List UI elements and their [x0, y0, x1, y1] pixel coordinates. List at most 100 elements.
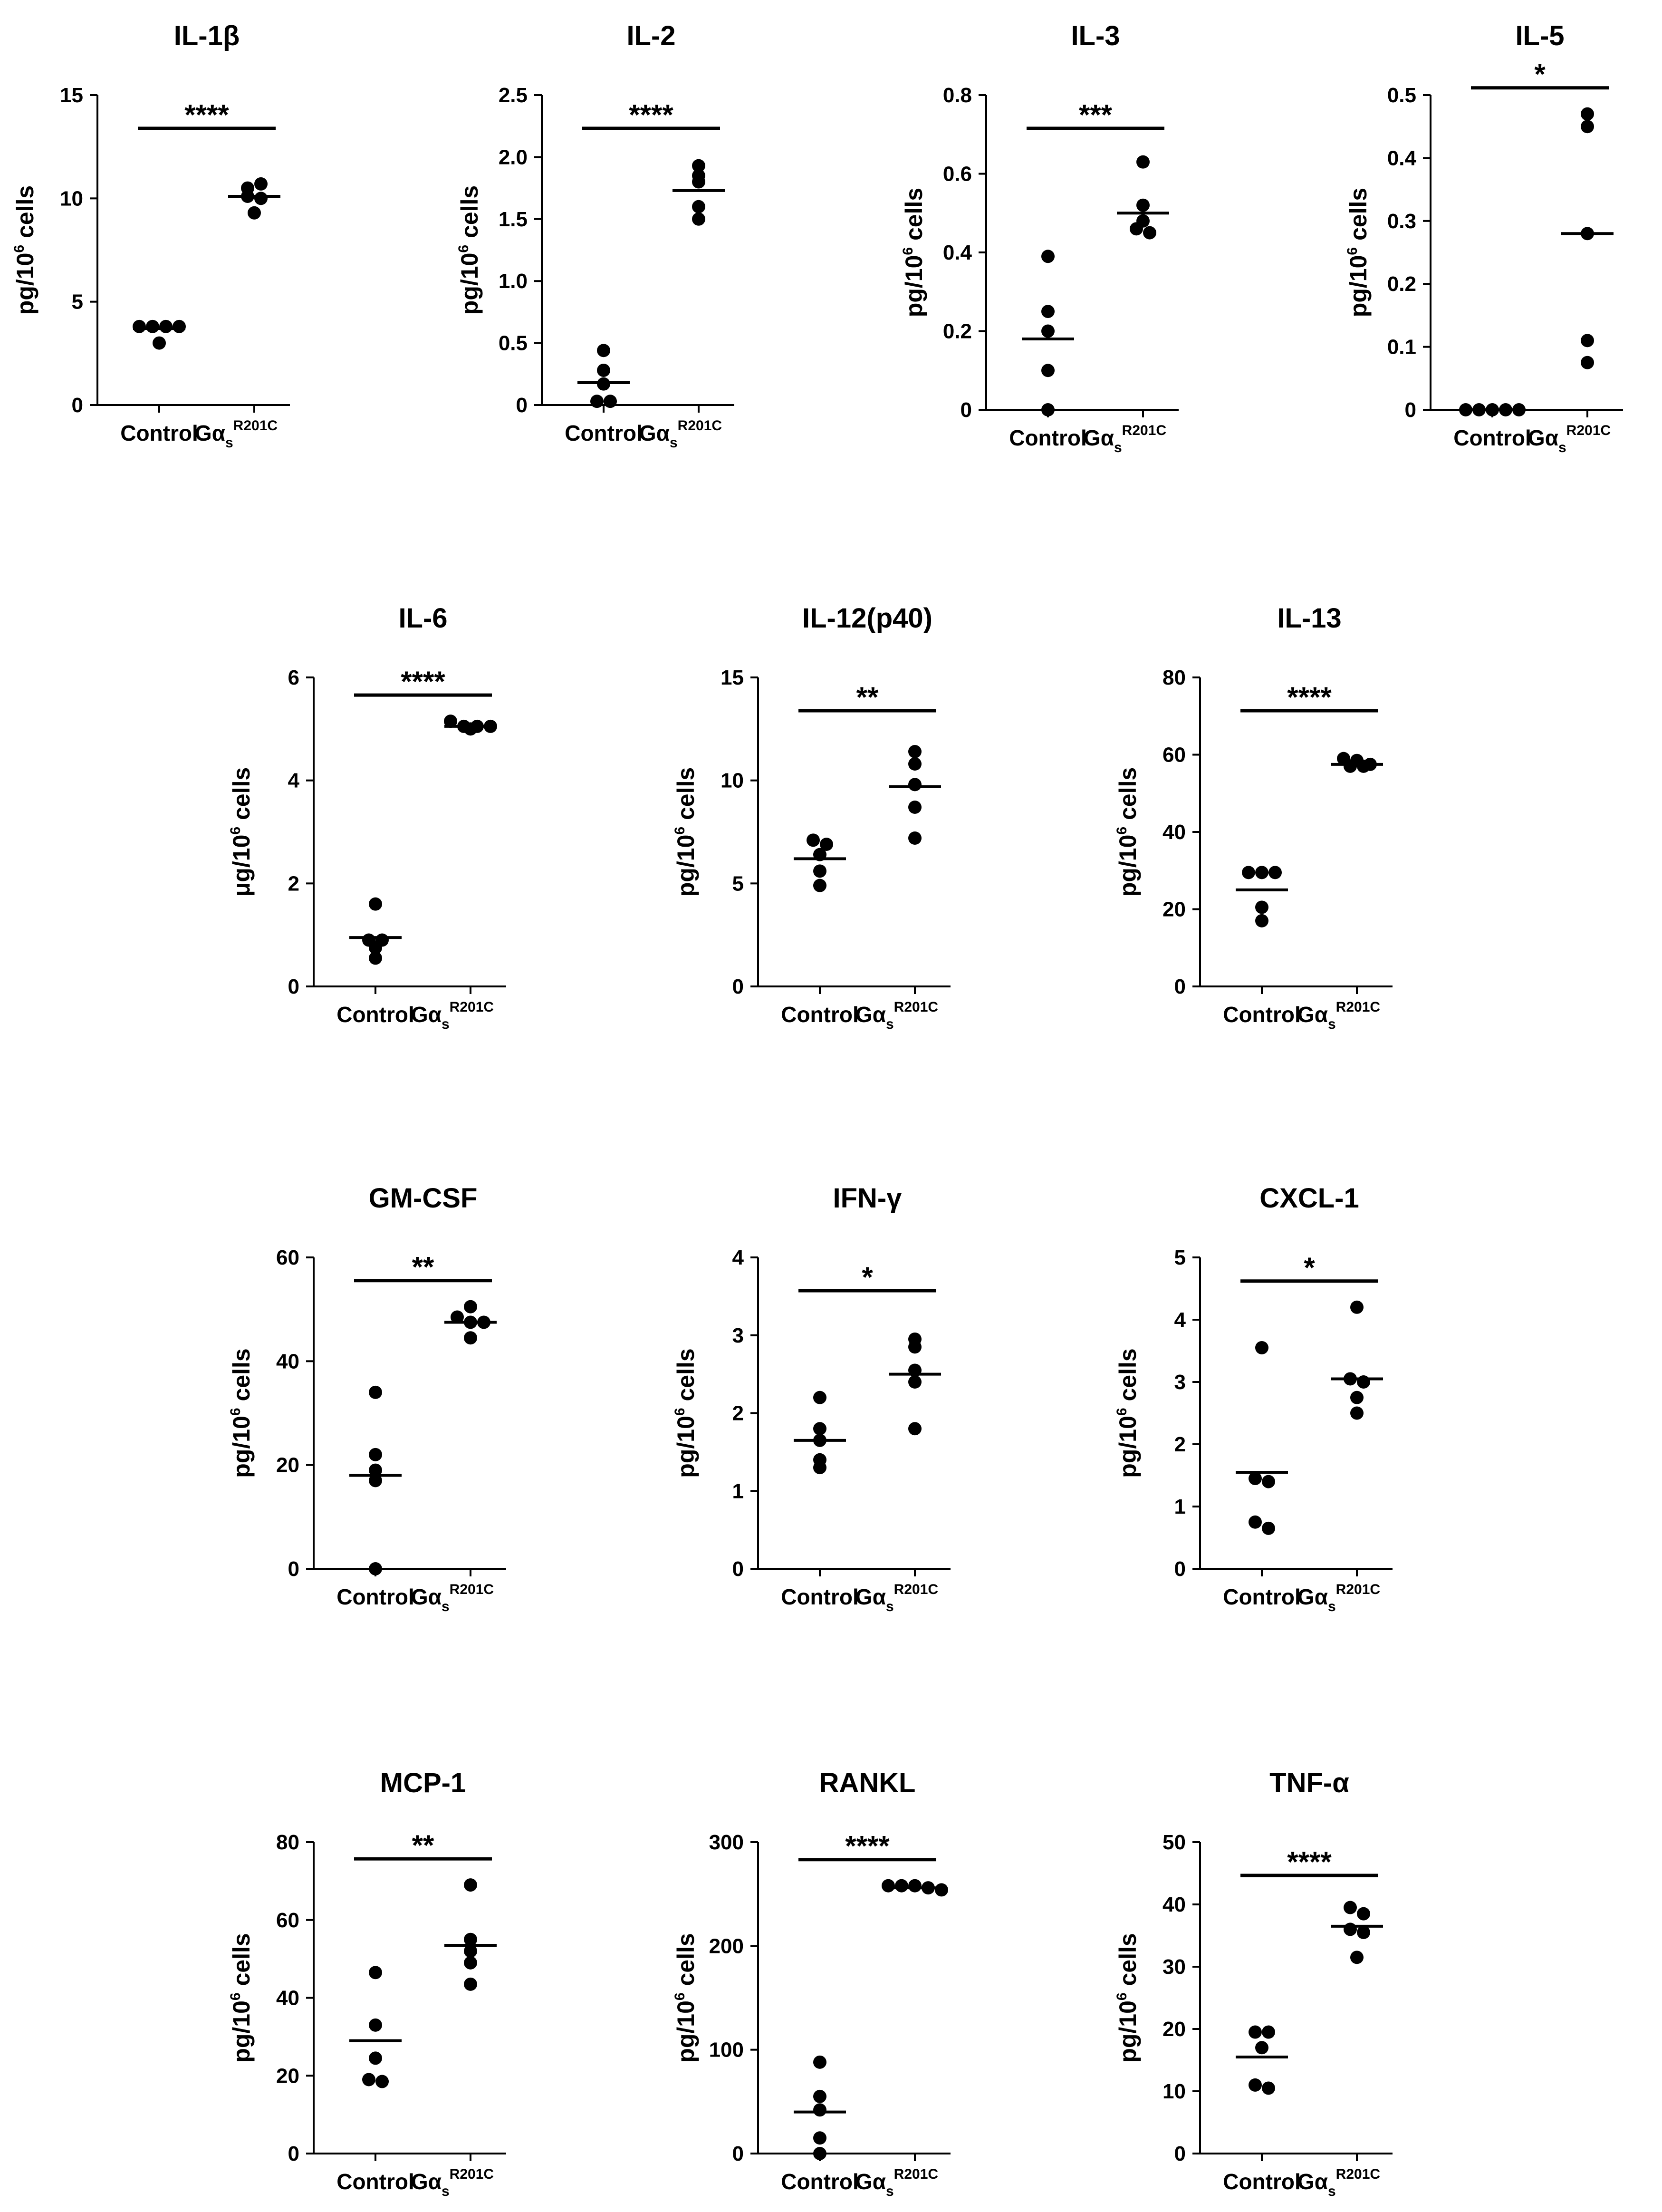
data-point-mutant — [692, 175, 705, 189]
y-axis-label-tail: cells — [1114, 1348, 1141, 1408]
category-label-control: Control — [1223, 1002, 1301, 1027]
data-point-control — [369, 897, 382, 911]
y-axis-label-exponent: 6 — [1114, 827, 1130, 835]
data-point-control — [813, 1433, 826, 1447]
mutant-label-base: Gα — [411, 2169, 442, 2194]
data-point-control — [173, 319, 186, 333]
y-axis-label: pg/106 cells — [672, 767, 699, 897]
data-point-control — [1255, 866, 1268, 879]
data-point-control — [1255, 1341, 1268, 1354]
mutant-label-base: Gα — [1084, 425, 1114, 450]
data-point-control — [590, 395, 604, 408]
data-point-mutant — [464, 1878, 477, 1892]
y-axis-label: pg/106 cells — [228, 1348, 255, 1478]
y-tick-label: 0.4 — [943, 241, 972, 264]
data-point-control — [1041, 250, 1055, 263]
y-axis-label: pg/106 cells — [1114, 1933, 1141, 2062]
y-axis-label-tail: cells — [672, 1348, 699, 1408]
y-axis-label-unit: pg/10 — [672, 1416, 699, 1478]
data-point-mutant — [444, 715, 457, 728]
y-tick-label: 20 — [1162, 898, 1186, 921]
data-point-control — [1041, 324, 1055, 338]
data-point-control — [1242, 866, 1255, 879]
data-point-mutant — [1344, 759, 1357, 773]
significance-stars: *** — [1079, 99, 1113, 131]
data-point-control — [369, 1562, 382, 1575]
panel-title: IL-6 — [398, 603, 447, 634]
panel-il-12-p40-: IL-12(p40) 0 5 10 15 pg/106 cells ControlGαsR2… — [672, 603, 951, 1032]
y-tick-label: 20 — [276, 2064, 299, 2087]
data-point-mutant — [1581, 334, 1594, 348]
y-tick-label: 0.2 — [943, 320, 972, 343]
panel-title: TNF-α — [1269, 1768, 1349, 1798]
y-axis-label-exponent: 6 — [228, 1992, 243, 2000]
category-label-control: Control — [1453, 425, 1531, 450]
y-axis-label-unit: pg/10 — [901, 255, 927, 318]
data-point-mutant — [477, 1315, 490, 1329]
mutant-label-superscript: R201C — [1566, 423, 1611, 438]
data-point-mutant — [464, 1932, 477, 1946]
data-point-control — [375, 2075, 389, 2088]
y-axis-label-exponent: 6 — [672, 1408, 688, 1416]
panel-title: IL-2 — [626, 20, 675, 51]
data-point-control — [597, 344, 610, 357]
data-point-mutant — [451, 1310, 464, 1324]
y-axis-label-tail: cells — [1114, 767, 1141, 827]
y-tick-label: 300 — [709, 1831, 744, 1854]
y-axis-label-unit: μg/10 — [228, 835, 255, 897]
data-point-control — [1249, 2078, 1262, 2092]
y-axis-label-unit: pg/10 — [456, 253, 483, 315]
y-axis-label-exponent: 6 — [1114, 1992, 1130, 2000]
data-point-mutant — [908, 1422, 922, 1436]
y-axis-label-exponent: 6 — [1345, 247, 1360, 255]
y-tick-label: 0 — [288, 975, 299, 998]
y-axis-label-exponent: 6 — [672, 827, 688, 835]
y-tick-label: 4 — [732, 1246, 744, 1269]
y-tick-label: 2 — [732, 1402, 744, 1425]
data-point-mutant — [1350, 1300, 1364, 1314]
data-point-control — [813, 1422, 826, 1436]
y-tick-label: 4 — [1174, 1308, 1186, 1332]
panel-il-3: IL-3 0 0.2 0.4 0.6 0.8 pg/106 cells ControlGαsR… — [900, 20, 1179, 455]
y-tick-label: 80 — [276, 1831, 299, 1854]
y-axis-label-unit: pg/10 — [228, 2000, 255, 2063]
data-point-control — [1262, 2081, 1275, 2095]
mutant-label-superscript: R201C — [894, 1582, 938, 1597]
y-tick-label: 2.0 — [499, 145, 528, 169]
mutant-label-subscript: s — [1558, 440, 1566, 455]
y-axis-label: pg/106 cells — [672, 1933, 699, 2062]
y-axis-label-unit: pg/10 — [1345, 255, 1372, 318]
mutant-label-superscript: R201C — [1336, 2166, 1380, 2182]
y-axis-label-exponent: 6 — [1114, 1408, 1130, 1416]
y-axis-label-tail: cells — [228, 767, 255, 827]
significance-stars: **** — [1287, 681, 1332, 713]
y-tick-label: 0 — [1174, 2142, 1186, 2165]
data-point-mutant — [1357, 759, 1370, 773]
panel-title: GM-CSF — [369, 1183, 478, 1214]
panel-gm-csf: GM-CSF 0 20 40 60 pg/106 cells ControlGαsR201C… — [228, 1183, 506, 1614]
significance-stars: * — [1534, 58, 1546, 90]
y-tick-label: 10 — [721, 769, 744, 792]
y-tick-label: 100 — [709, 2038, 744, 2062]
data-point-mutant — [254, 177, 268, 191]
data-point-control — [369, 941, 382, 955]
y-tick-label: 6 — [288, 666, 299, 689]
y-tick-label: 10 — [1162, 2080, 1186, 2103]
category-label-control: Control — [781, 1584, 859, 1609]
panel-tnf-: TNF-α 0 10 20 30 40 50 pg/106 cells ControlGαsR2… — [1114, 1768, 1393, 2199]
data-point-control — [597, 363, 610, 377]
y-tick-label: 5 — [72, 290, 83, 314]
mutant-label-base: Gα — [195, 421, 225, 445]
category-label-control: Control — [120, 421, 198, 445]
y-tick-label: 0 — [732, 2142, 744, 2165]
mutant-label-superscript: R201C — [1122, 423, 1166, 438]
y-axis-label-unit: pg/10 — [12, 253, 38, 315]
significance-stars: ** — [412, 1251, 434, 1283]
significance-stars: **** — [1287, 1846, 1332, 1878]
data-point-control — [1249, 2025, 1262, 2039]
data-point-control — [604, 395, 617, 408]
data-point-control — [1041, 364, 1055, 377]
y-axis-label-tail: cells — [456, 185, 483, 245]
y-tick-label: 3 — [732, 1324, 744, 1347]
